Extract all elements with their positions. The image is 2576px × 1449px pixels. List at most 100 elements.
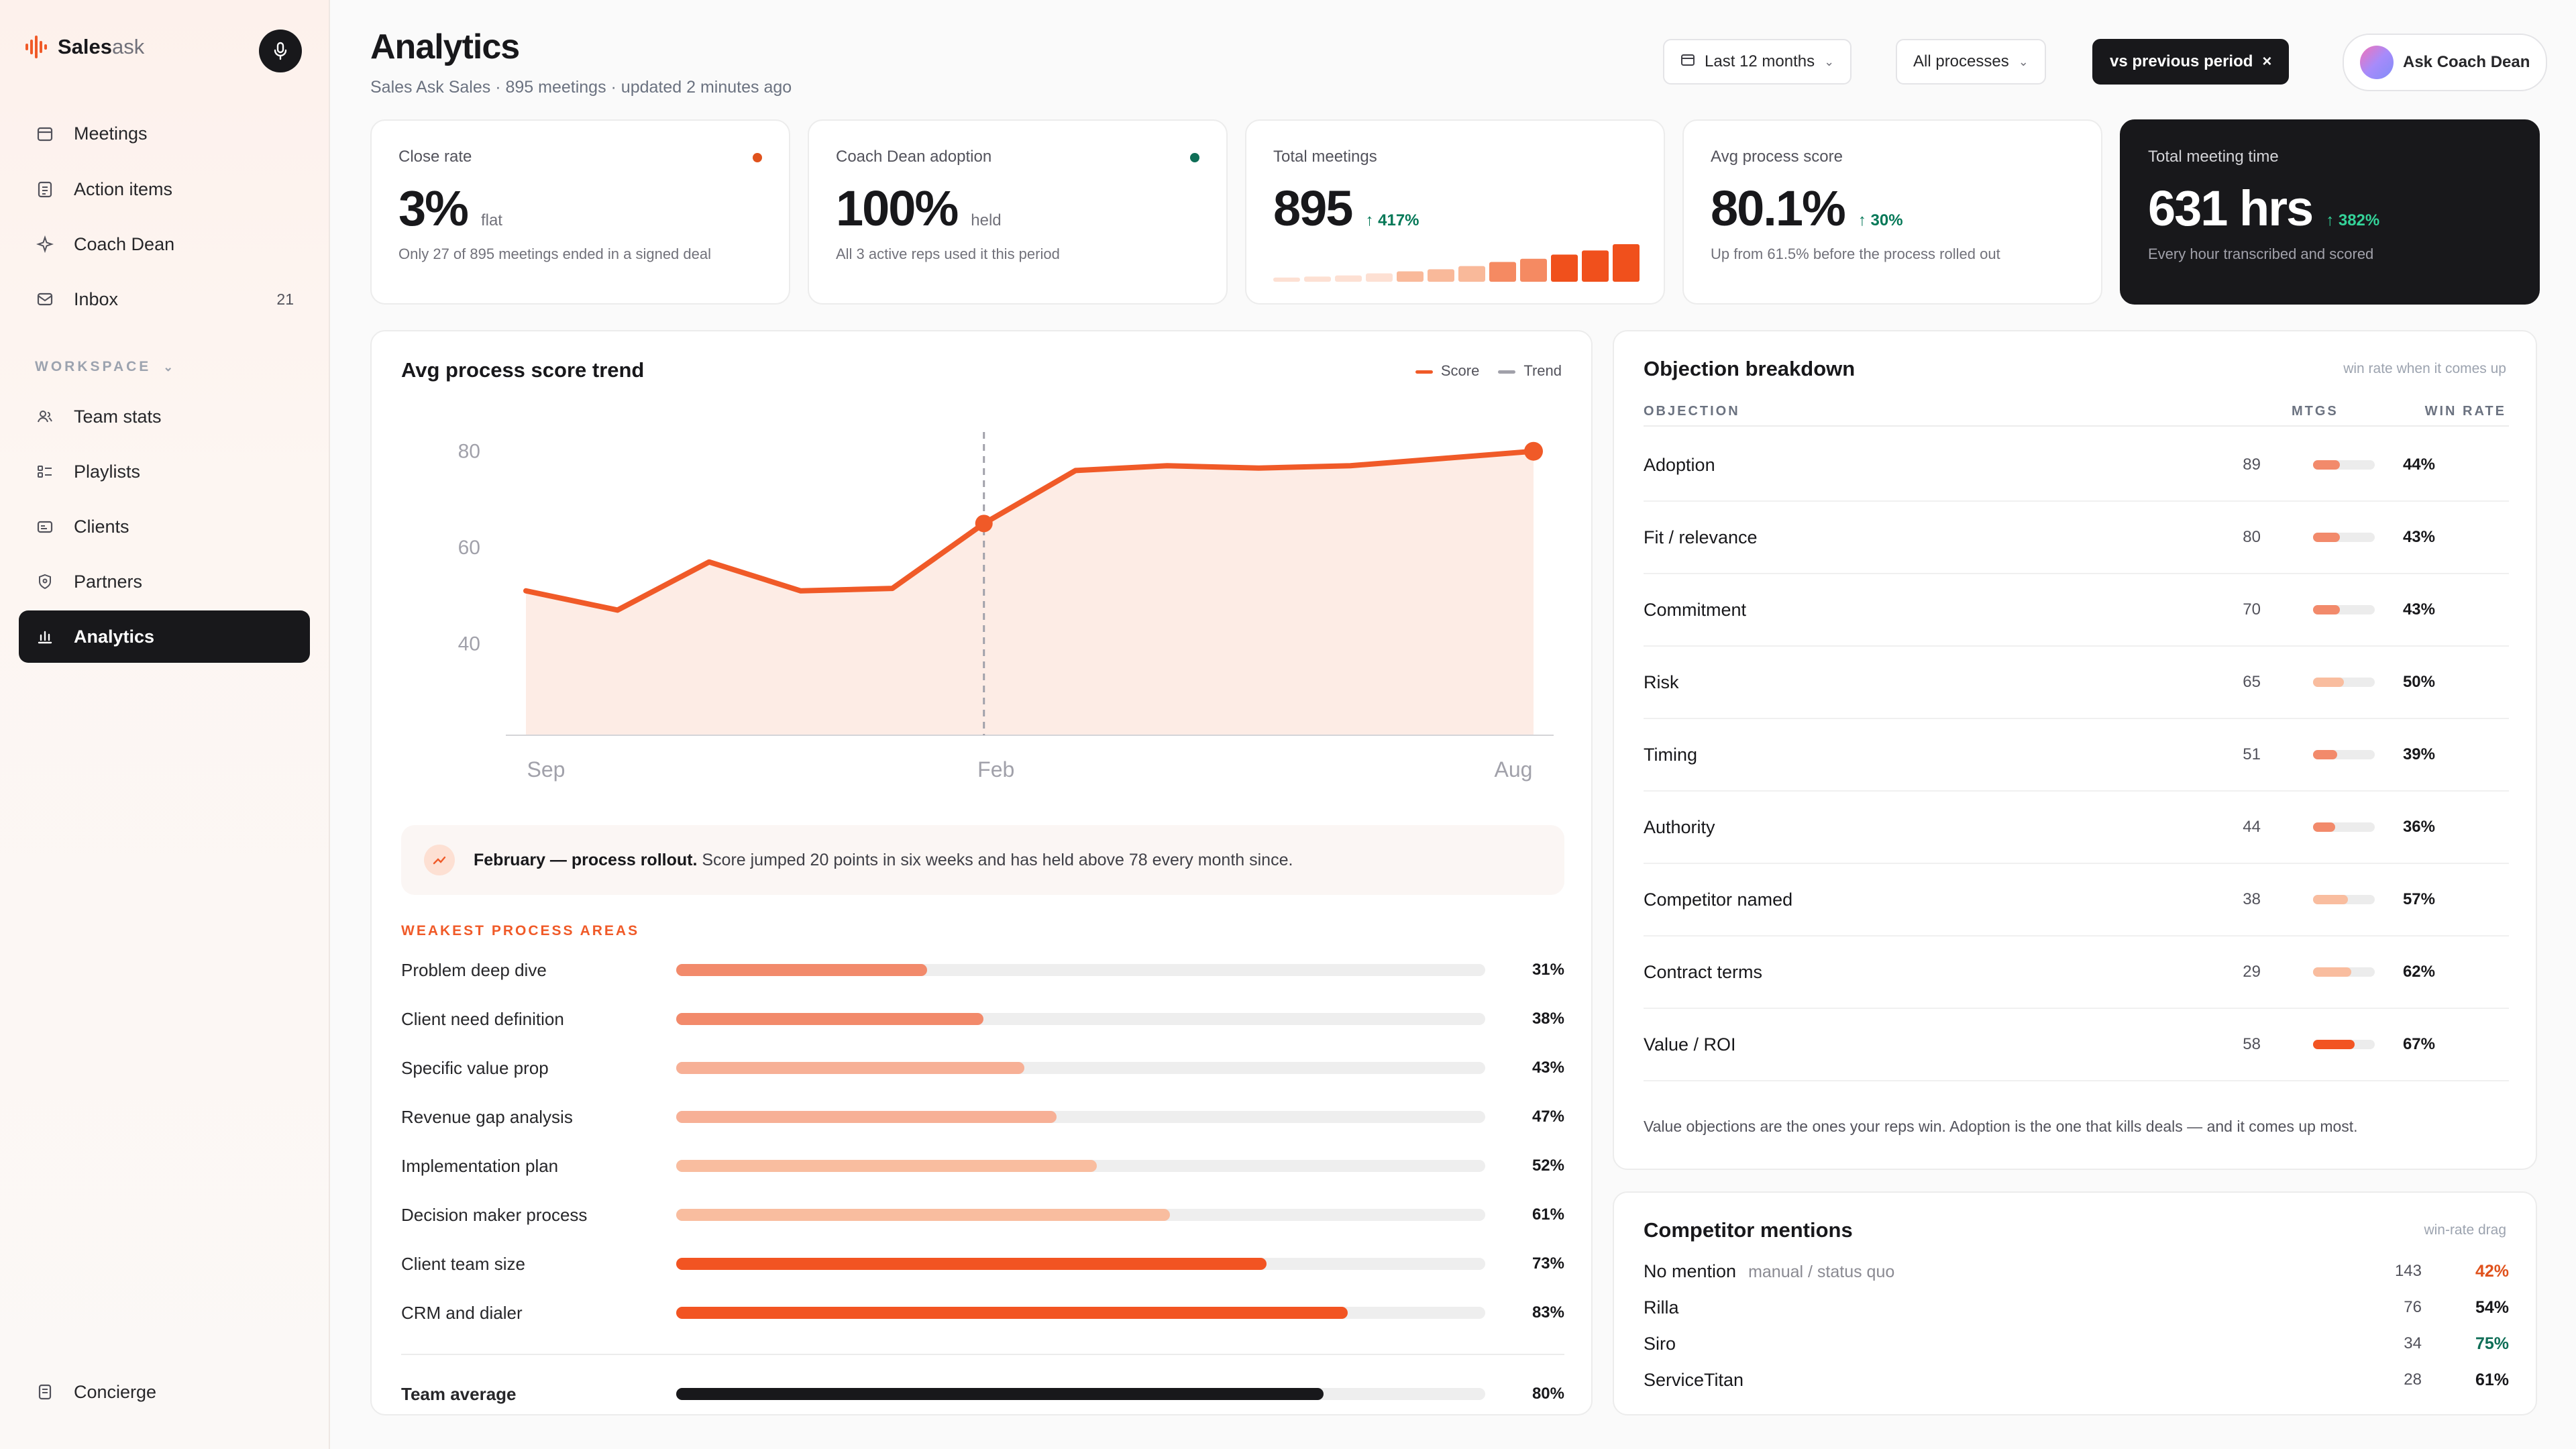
workspace-section-toggle[interactable]: WORKSPACE ⌄ — [35, 359, 176, 375]
bar-value: 61% — [1532, 1205, 1564, 1224]
y-tick-label: 60 — [458, 537, 480, 559]
list-item[interactable]: No mention manual / status quo 143 42% — [1644, 1253, 2509, 1289]
bar-label: Problem deep dive — [401, 959, 547, 980]
competitor-name: Rilla — [1644, 1297, 1679, 1318]
table-row[interactable]: Fit / relevance 80 43% — [1644, 502, 2509, 574]
objection-win-rate: 39% — [2402, 745, 2435, 763]
chart-legend: Score Trend — [1415, 362, 1562, 380]
kpi-card-close-rate[interactable]: Close rate 3% flat Only 27 of 895 meeting… — [370, 119, 790, 305]
table-row[interactable]: Value / ROI 58 67% — [1644, 1009, 2509, 1081]
weak-area-row[interactable]: Problem deep dive 31% — [401, 955, 1564, 985]
brand-logo[interactable]: Salesask — [25, 35, 144, 59]
team-average-row[interactable]: Team average 80% — [401, 1379, 1564, 1409]
col-objection: OBJECTION — [1644, 404, 1740, 419]
win-rate-fill — [2313, 1040, 2355, 1049]
bar-label: CRM and dialer — [401, 1302, 523, 1323]
weak-area-row[interactable]: Implementation plan 52% — [401, 1151, 1564, 1181]
sidebar-item-action-items[interactable]: Action items — [19, 163, 310, 215]
close-icon[interactable]: × — [2262, 52, 2272, 70]
bar-value: 38% — [1532, 1010, 1564, 1028]
weak-area-row[interactable]: CRM and dialer 83% — [401, 1298, 1564, 1328]
status-dot — [1190, 153, 1199, 162]
sidebar-item-analytics[interactable]: Analytics — [19, 610, 310, 663]
sparkline-bar — [1397, 271, 1424, 282]
table-row[interactable]: Authority 44 36% — [1644, 792, 2509, 864]
sidebar-item-meetings[interactable]: Meetings — [19, 107, 310, 160]
bar-fill — [676, 1209, 1170, 1221]
table-row[interactable]: Contract terms 29 62% — [1644, 936, 2509, 1009]
bar-track — [676, 1062, 1485, 1074]
compare-period-chip[interactable]: vs previous period × — [2092, 39, 2290, 85]
col-mtgs: MTGS — [2292, 404, 2339, 419]
kpi-card-coach-adoption[interactable]: Coach Dean adoption 100% held All 3 activ… — [808, 119, 1228, 305]
trend-up-icon — [424, 845, 455, 875]
kpi-label: Close rate — [398, 148, 472, 166]
process-filter-dropdown[interactable]: All processes ⌄ — [1896, 39, 2046, 85]
sidebar-item-inbox[interactable]: Inbox 21 — [19, 273, 310, 325]
table-row[interactable]: Commitment 70 43% — [1644, 574, 2509, 647]
sidebar-item-team-stats[interactable]: Team stats — [19, 390, 310, 443]
chevron-down-icon: ⌄ — [1824, 54, 1835, 68]
kpi-card-process-score[interactable]: Avg process score 80.1% ↑ 30% Up from 61.… — [1682, 119, 2102, 305]
weak-area-row[interactable]: Revenue gap analysis 47% — [401, 1102, 1564, 1132]
sparkline-bar — [1335, 275, 1362, 282]
latest-point[interactable] — [1524, 441, 1543, 461]
kpi-card-meeting-time[interactable]: Total meeting time 631 hrs ↑ 382% Every h… — [2120, 119, 2540, 305]
list-item[interactable]: Rilla 76 54% — [1644, 1289, 2509, 1326]
sidebar-item-coach-dean[interactable]: Coach Dean — [19, 218, 310, 270]
table-row[interactable]: Adoption 89 44% — [1644, 429, 2509, 502]
objection-meetings: 44 — [2243, 818, 2261, 836]
weak-area-row[interactable]: Decision maker process 61% — [401, 1200, 1564, 1230]
table-row[interactable]: Risk 65 50% — [1644, 647, 2509, 719]
status-dot — [753, 153, 762, 162]
win-rate-bar — [2313, 678, 2375, 687]
bar-track — [676, 964, 1485, 976]
mic-button[interactable] — [259, 30, 302, 72]
legend-score[interactable]: Score — [1415, 362, 1479, 380]
objection-meetings: 65 — [2243, 673, 2261, 691]
legend-trend[interactable]: Trend — [1498, 362, 1562, 380]
bar-value: 80% — [1532, 1385, 1564, 1403]
bar-label: Implementation plan — [401, 1155, 559, 1176]
sidebar-item-partners[interactable]: Partners — [19, 555, 310, 608]
bar-fill — [676, 1388, 1324, 1400]
objection-win-rate: 67% — [2402, 1035, 2435, 1053]
win-rate-fill — [2313, 967, 2352, 977]
objection-meetings: 70 — [2243, 600, 2261, 619]
bar-value: 31% — [1532, 961, 1564, 979]
table-row[interactable]: Competitor named 38 57% — [1644, 864, 2509, 936]
win-rate-bar — [2313, 750, 2375, 759]
inbox-count-badge: 21 — [276, 290, 294, 308]
kpi-value: 895 — [1273, 180, 1353, 236]
sidebar-item-clients[interactable]: Clients — [19, 500, 310, 553]
objection-win-rate: 57% — [2402, 890, 2435, 908]
kpi-card-total-meetings[interactable]: Total meetings 895 ↑ 417% — [1245, 119, 1665, 305]
objection-name: Competitor named — [1644, 889, 1793, 910]
bar-value: 73% — [1532, 1254, 1564, 1273]
weak-area-row[interactable]: Client need definition 38% — [401, 1004, 1564, 1034]
kpi-value: 100% — [836, 180, 959, 236]
weak-area-row[interactable]: Client team size 73% — [401, 1249, 1564, 1279]
rollout-point[interactable] — [975, 515, 993, 533]
weak-area-row[interactable]: Specific value prop 43% — [401, 1053, 1564, 1083]
chevron-down-icon: ⌄ — [2018, 54, 2029, 68]
sparkle-icon — [35, 234, 55, 254]
win-rate-bar — [2313, 967, 2375, 977]
kpi-suffix: flat — [480, 211, 502, 229]
list-item[interactable]: ServiceTitan 28 61% — [1644, 1362, 2509, 1398]
competitor-meetings: 34 — [2404, 1334, 2422, 1352]
competitor-win-rate: 54% — [2475, 1297, 2509, 1317]
sidebar-item-label: Partners — [74, 571, 143, 592]
sidebar-item-playlists[interactable]: Playlists — [19, 445, 310, 498]
x-tick-label: Aug — [1495, 757, 1533, 782]
ask-coach-button[interactable]: Ask Coach Dean — [2343, 34, 2548, 91]
period-filter-dropdown[interactable]: Last 12 months ⌄ — [1663, 39, 1852, 85]
objection-name: Adoption — [1644, 454, 1715, 475]
sparkline-bar — [1520, 258, 1547, 282]
sidebar-item-concierge[interactable]: Concierge — [19, 1366, 310, 1418]
list-item[interactable]: Siro 34 75% — [1644, 1326, 2509, 1362]
weak-areas-label: WEAKEST PROCESS AREAS — [401, 923, 640, 938]
process-filter-value: All processes — [1913, 52, 2009, 70]
objection-meetings: 58 — [2243, 1035, 2261, 1053]
table-row[interactable]: Timing 51 39% — [1644, 719, 2509, 792]
